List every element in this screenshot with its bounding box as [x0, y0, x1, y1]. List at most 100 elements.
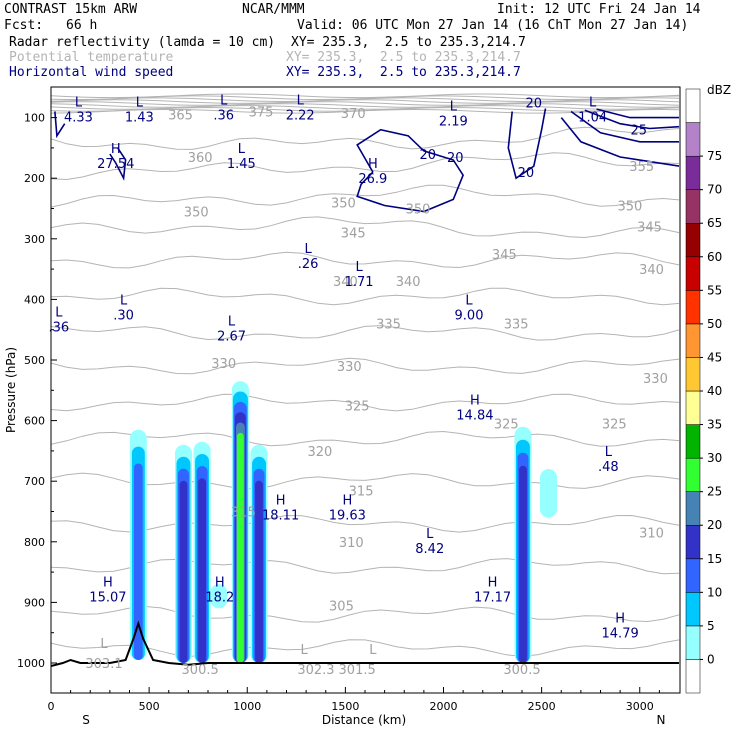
- colorbar-swatch: [685, 122, 701, 157]
- wind-extremum-mark: L: [465, 293, 473, 308]
- wind-extremum-mark: H: [342, 493, 352, 508]
- theta-label: 303.1: [85, 657, 122, 672]
- wind-extremum-mark: H: [488, 575, 498, 590]
- theta-label: 310: [639, 527, 664, 542]
- wind-extremum-value: 14.84: [456, 408, 493, 423]
- wind-extremum-mark: L: [220, 94, 228, 109]
- x-tick-label: 0: [48, 700, 55, 713]
- colorbar-swatch: [685, 424, 701, 459]
- org-label: NCAR/MMM: [242, 2, 305, 17]
- y-tick-label: 300: [24, 233, 45, 246]
- theta-label: 330: [643, 372, 668, 387]
- y-axis-label: Pressure (hPa): [4, 347, 18, 433]
- y-tick-label: 800: [24, 536, 45, 549]
- y-tick-label: 900: [24, 596, 45, 609]
- wind-extremum-value: 2.67: [217, 330, 246, 345]
- x-tick-label: 500: [139, 700, 160, 713]
- wind-contour-line: [507, 108, 547, 180]
- wind-extremum-mark: H: [615, 612, 625, 627]
- theta-label: 340: [396, 275, 421, 290]
- field-wind-xy: XY= 235.3, 2.5 to 235.3,214.7: [286, 65, 521, 80]
- theta-label: 375: [249, 106, 274, 121]
- wind-extremum-mark: L: [55, 306, 63, 321]
- theta-label: 345: [492, 248, 517, 263]
- wind-extremum-mark: H: [470, 393, 480, 408]
- theta-contour-line: [51, 472, 680, 490]
- wind-extremum-mark: L: [136, 95, 144, 110]
- theta-contour-line: [51, 101, 680, 106]
- axes: 0 500 1000 1500 2000 2500 3000 100 200 300 400 500 6…: [4, 112, 665, 727]
- theta-label: 355: [629, 160, 654, 175]
- colorbar-level-label: 50: [707, 317, 722, 331]
- wind-extremum-value: .36: [49, 321, 70, 336]
- colorbar-swatch: [685, 659, 701, 694]
- theta-contour-line: [51, 287, 680, 306]
- theta-label: 345: [341, 227, 366, 242]
- theta-contour-line: [51, 357, 680, 375]
- theta-label: 315: [231, 506, 256, 521]
- theta-label: 315: [349, 484, 374, 499]
- colorbar-level-label: 30: [707, 451, 722, 465]
- colorbar-swatch: [685, 457, 701, 492]
- field-theta-name: Potential temperature: [9, 50, 174, 65]
- colorbar-swatch: [685, 222, 701, 258]
- reflectivity-cell: [519, 465, 527, 663]
- wind-extremum-value: 9.00: [455, 308, 484, 323]
- theta-label: 350: [331, 196, 356, 211]
- theta-contour-line: [51, 216, 680, 239]
- colorbar-swatch: [685, 390, 701, 425]
- theta-contour-line: [51, 99, 680, 104]
- wind-contour-line: [584, 109, 680, 130]
- wind-extremum-value: 27.54: [97, 157, 134, 172]
- wind-contour-line: [560, 117, 680, 167]
- y-tick-label: 200: [24, 172, 45, 185]
- wind-extremum-mark: H: [368, 157, 378, 172]
- valid-time: Valid: 06 UTC Mon 27 Jan 14 (16 ChT Mon …: [297, 18, 689, 33]
- theta-label: 350: [184, 206, 209, 221]
- theta-label: 340: [333, 275, 358, 290]
- theta-label: 300.5: [503, 663, 540, 678]
- theta-contour-line: [51, 103, 680, 108]
- wind-extremum-mark: L: [297, 94, 305, 109]
- wind-extremum-mark: L: [605, 445, 613, 460]
- field-theta-xy: XY= 235.3, 2.5 to 235.3,214.7: [286, 50, 521, 65]
- wind-extremum-value: 1.43: [125, 110, 154, 125]
- theta-contours: [51, 93, 680, 657]
- reflectivity-cell: [133, 463, 143, 660]
- colorbar-level-label: 25: [707, 485, 722, 499]
- colorbar-level-label: 40: [707, 384, 722, 398]
- wind-contours: [54, 108, 680, 213]
- north-label: N: [657, 713, 666, 727]
- theta-label: 360: [188, 151, 213, 166]
- wind-extremum-mark: L: [228, 315, 236, 330]
- y-tick-label: 400: [24, 293, 45, 306]
- wind-extremum-value: 15.07: [89, 590, 126, 605]
- wind-label: 20: [526, 96, 543, 111]
- theta-label: 325: [494, 418, 519, 433]
- wind-extremum-value: 8.42: [415, 542, 444, 557]
- theta-label: 300.5: [182, 663, 219, 678]
- wind-extremum-mark: L: [304, 242, 312, 257]
- wind-extremum-mark: H: [103, 575, 113, 590]
- wind-extremum-value: 18.2: [205, 590, 234, 605]
- x-tick-label: 2000: [430, 700, 458, 713]
- wind-extremum-value: 1.04: [578, 110, 607, 125]
- reflectivity-cell: [198, 478, 206, 663]
- field-wind-name: Horizontal wind speed: [9, 65, 174, 80]
- colorbar-swatch: [685, 592, 701, 627]
- theta-label: 330: [337, 360, 362, 375]
- wind-extremum-value: .30: [113, 308, 134, 323]
- theta-label: 335: [376, 318, 401, 333]
- theta-contour-line: [51, 152, 680, 181]
- wind-extremum-value: 17.17: [474, 590, 511, 605]
- colorbar-level-label: 5: [707, 619, 715, 633]
- theta-contour-line: [51, 108, 680, 114]
- wind-contour-line: [596, 108, 679, 119]
- wind-extremum-value: 19.63: [329, 508, 366, 523]
- wind-extremum-mark: L: [120, 293, 128, 308]
- wind-label: 20: [447, 151, 464, 166]
- theta-label: 325: [345, 399, 370, 414]
- terrain-line: [51, 620, 679, 667]
- wind-extremum-value: .36: [213, 109, 234, 124]
